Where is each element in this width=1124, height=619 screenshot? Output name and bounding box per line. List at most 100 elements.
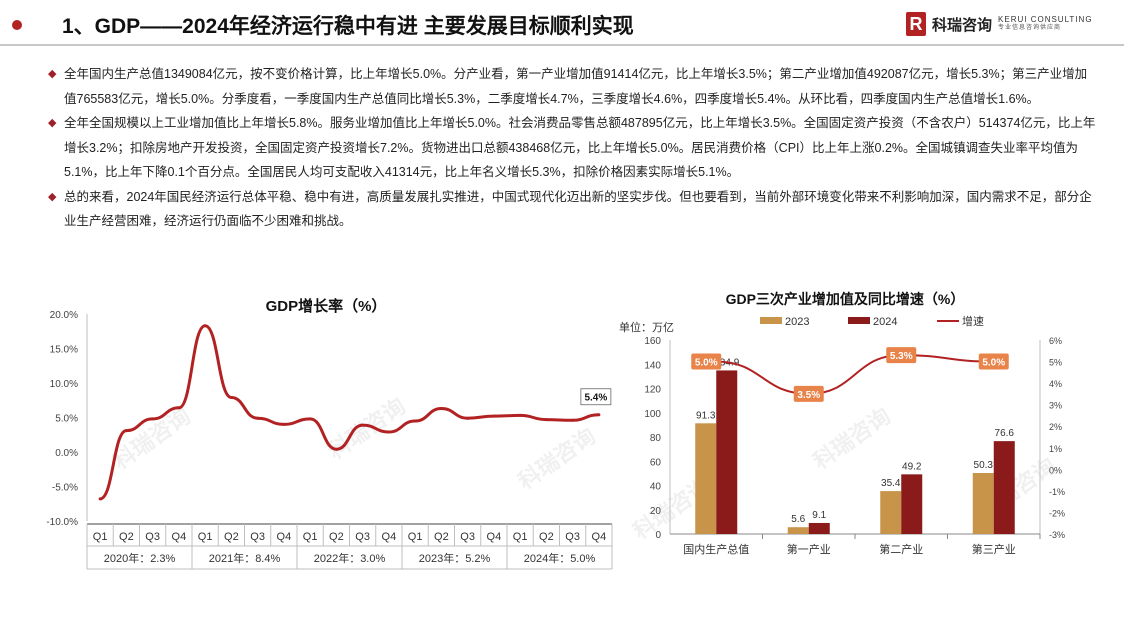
line-chart-y-axis: 20.0% 15.0% 10.0% 5.0% 0.0% -5.0% -10.0% [46, 310, 88, 528]
x-tick-quarter: Q1 [408, 531, 423, 543]
bar-chart-title: GDP三次产业增加值及同比增速（%） [726, 291, 965, 307]
data-point-q17 [518, 413, 522, 417]
brand-logo: R 科瑞咨询 KERUI CONSULTING 专业信息咨询供应商 [906, 12, 1093, 36]
x-tick-quarter: Q2 [119, 531, 134, 543]
growth-value-label: 3.5% [797, 390, 820, 401]
bar-value-label: 50.3 [974, 460, 994, 471]
data-point-q6 [229, 395, 233, 399]
y-tick-label: -5.0% [52, 483, 78, 494]
x-tick-category: 国内生产总值 [683, 542, 749, 556]
legend-label-2023: 2023 [785, 316, 809, 328]
gdp-growth-line-chart: GDP增长率（%） 20.0% 15.0% 10.0% 5.0% 0.0% -5.0% -1… [46, 297, 613, 570]
x-tick-year: 2022年：3.0% [314, 551, 386, 565]
bar-value-label: 49.2 [902, 461, 922, 472]
line-chart-plot: 5.4% [98, 324, 612, 501]
data-point-q16 [492, 414, 496, 418]
logo-tagline: 专业信息咨询供应商 [998, 25, 1062, 32]
paragraph-summary: ◆ 总的来看，2024年国民经济运行总体平稳、稳中有进，高质量发展扎实推进，中国式… [48, 185, 1098, 234]
y-right-tick-label: 5% [1049, 358, 1062, 368]
growth-callout-box-1 [691, 353, 722, 370]
title-bullet-dot [12, 20, 22, 30]
y-left-tick-label: 140 [644, 360, 661, 371]
data-point-q4 [177, 406, 181, 410]
y-tick-label: 0.0% [55, 448, 78, 459]
y-right-tick-label: 1% [1049, 444, 1062, 454]
x-tick-quarter: Q3 [565, 531, 580, 543]
x-tick-category: 第一产业 [787, 542, 831, 556]
logo-english-name: KERUI CONSULTING [998, 15, 1093, 25]
logo-english: KERUI CONSULTING 专业信息咨询供应商 [998, 15, 1093, 32]
bar-2024-1 [716, 370, 738, 534]
x-tick-quarter: Q2 [434, 531, 449, 543]
data-point-q3 [151, 417, 155, 421]
x-tick-quarter: Q1 [93, 531, 108, 543]
data-point-q2 [124, 429, 128, 433]
bar-value-label: 76.6 [995, 428, 1015, 439]
y-right-tick-label: 2% [1049, 422, 1062, 432]
growth-value-label: 5.0% [982, 358, 1005, 369]
last-value-label: 5.4% [584, 393, 607, 404]
y-left-tick-label: 0 [655, 530, 661, 541]
legend-swatch-2024 [848, 317, 870, 324]
x-tick-quarter: Q1 [513, 531, 528, 543]
logo-name: 科瑞咨询 [932, 16, 993, 34]
x-tick-quarter: Q2 [539, 531, 554, 543]
x-tick-quarter: Q2 [224, 531, 239, 543]
data-point-q20 [597, 413, 601, 417]
bar-chart-legend: 2023 2024 增速 [760, 314, 984, 328]
data-point-q1 [98, 497, 102, 501]
x-tick-quarter: Q2 [329, 531, 344, 543]
summary-paragraphs: ◆ 全年国内生产总值1349084亿元，按不变价格计算，比上年增长5.0%。分产业… [48, 62, 1098, 234]
growth-callout-box-3 [886, 347, 917, 364]
x-tick-quarter: Q1 [303, 531, 318, 543]
bar-2023-4 [972, 473, 994, 534]
paragraph-text: 全年国内生产总值1349084亿元，按不变价格计算，比上年增长5.0%。分产业看… [64, 67, 1088, 106]
data-point-q8 [282, 422, 286, 426]
legend-label-growth: 增速 [962, 314, 984, 328]
bar-value-label: 9.1 [812, 510, 826, 521]
bar-value-label: 91.3 [696, 410, 716, 421]
x-tick-year: 2024年：5.0% [524, 551, 596, 565]
x-tick-quarter: Q3 [460, 531, 475, 543]
growth-rate-line [716, 354, 994, 395]
diamond-bullet-icon: ◆ [48, 190, 57, 203]
line-chart-title: GDP增长率（%） [266, 297, 387, 315]
x-tick-category: 第三产业 [972, 542, 1016, 556]
paragraph-text: 总的来看，2024年国民经济运行总体平稳、稳中有进，高质量发展扎实推进，中国式现… [64, 189, 1092, 229]
data-point-q7 [256, 416, 260, 420]
watermark-text: 科瑞咨询 [109, 403, 195, 474]
y-tick-label: 15.0% [50, 345, 78, 356]
y-left-tick-label: 60 [650, 457, 662, 468]
y-left-tick-label: 80 [650, 433, 662, 444]
diamond-bullet-icon: ◆ [48, 68, 57, 80]
page-title: 1、GDP——2024年经济运行稳中有进 主要发展目标顺利实现 [62, 15, 634, 38]
bar-2024-4 [993, 441, 1015, 534]
y-right-tick-label: 3% [1049, 401, 1062, 411]
bar-value-label: 35.4 [881, 478, 901, 489]
y-left-tick-label: 120 [644, 385, 661, 396]
last-value-callout-box [580, 388, 612, 406]
y-left-tick-label: 40 [650, 482, 662, 493]
bar-2024-2 [808, 522, 830, 534]
y-tick-label: -10.0% [46, 517, 78, 528]
watermark-text: 科瑞咨询 [809, 403, 895, 474]
x-tick-quarter: Q3 [250, 531, 265, 543]
legend-swatch-2023 [760, 317, 782, 324]
data-point-q5 [203, 324, 207, 328]
bar-2023-3 [880, 491, 902, 534]
x-tick-year: 2020年：2.3% [104, 551, 176, 565]
growth-value-label: 5.0% [695, 358, 718, 369]
logo-mark-icon: R [906, 12, 926, 36]
growth-callout-box-4 [978, 353, 1009, 370]
legend-label-2024: 2024 [873, 316, 897, 328]
data-point-q15 [466, 416, 470, 420]
line-chart-x-axis: Q1 Q2 Q3 Q4 Q1 Q2 Q3 Q4 Q1 Q2 Q3 Q4 Q1 Q2 Q3 Q4 Q1 Q2 Q3 Q4… [86, 523, 613, 570]
bar-2024-3 [901, 474, 923, 534]
data-point-q13 [413, 419, 417, 423]
x-tick-quarter: Q3 [145, 531, 160, 543]
paragraph-indicators: ◆ 全年全国规模以上工业增加值比上年增长5.8%。服务业增加值比上年增长5.0%。… [48, 111, 1098, 185]
growth-callout-box-2 [793, 385, 824, 402]
diamond-bullet-icon: ◆ [48, 117, 57, 129]
bar-value-label: 5.6 [791, 514, 805, 525]
